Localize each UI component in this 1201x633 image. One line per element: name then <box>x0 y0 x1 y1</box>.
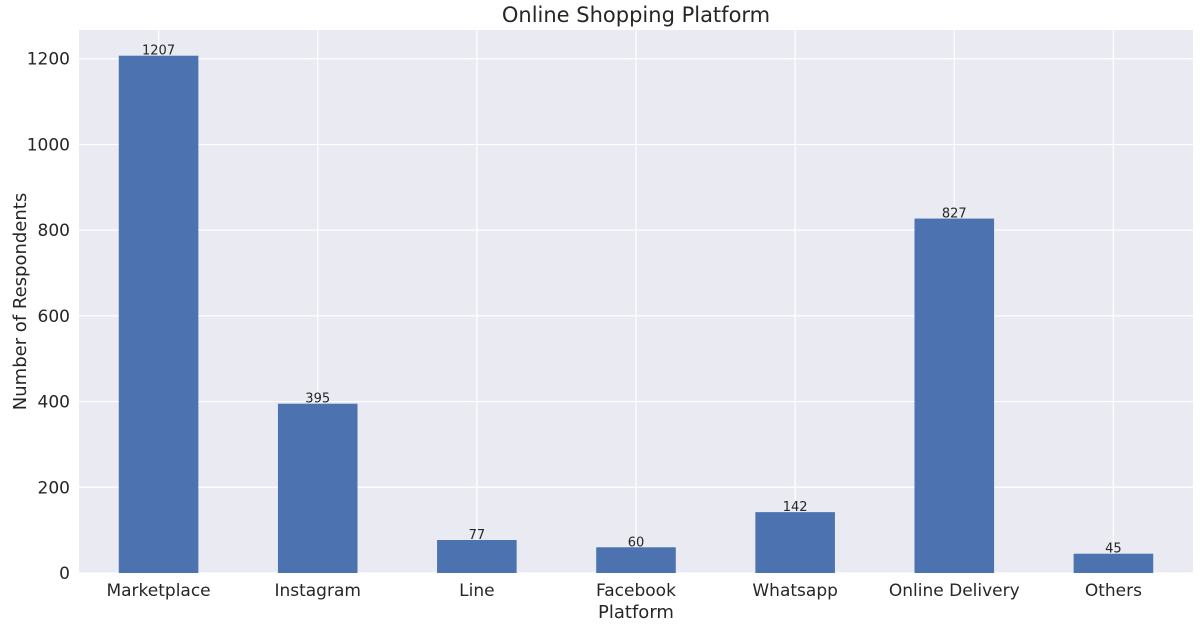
bars <box>118 55 1154 574</box>
y-axis-ticks: 0 200 400 600 800 1000 1200 <box>27 50 70 584</box>
bar <box>437 540 517 573</box>
bar <box>277 403 358 573</box>
y-tick-label: 400 <box>38 393 70 413</box>
x-axis-ticks: Marketplace Instagram Line Facebook Whatsapp… <box>106 581 1142 601</box>
data-label: 60 <box>628 535 645 550</box>
bar <box>755 512 835 573</box>
y-tick-label: 800 <box>38 221 70 241</box>
data-labels: 1207 395 77 60 142 827 45 <box>142 44 1122 557</box>
bar <box>596 547 676 573</box>
data-label: 77 <box>469 528 486 543</box>
y-tick-label: 200 <box>38 478 70 498</box>
data-label: 395 <box>305 392 330 407</box>
y-tick-label: 1200 <box>27 50 70 70</box>
y-tick-label: 0 <box>59 564 70 584</box>
x-tick-label: Line <box>459 581 494 601</box>
y-axis-label: Number of Respondents <box>10 193 31 410</box>
x-tick-label: Online Delivery <box>889 581 1020 601</box>
y-tick-label: 1000 <box>27 135 70 155</box>
data-label: 45 <box>1105 542 1122 557</box>
data-label: 1207 <box>142 44 175 59</box>
x-tick-label: Others <box>1085 581 1142 601</box>
y-tick-label: 600 <box>38 307 70 327</box>
chart-title: Online Shopping Platform <box>502 3 770 27</box>
x-tick-label: Whatsapp <box>752 581 838 601</box>
bar <box>1073 553 1154 573</box>
x-tick-label: Marketplace <box>106 581 210 601</box>
bar <box>914 218 995 574</box>
x-tick-label: Instagram <box>274 581 361 601</box>
data-label: 827 <box>942 207 967 222</box>
data-label: 142 <box>783 500 808 515</box>
x-axis-label: Platform <box>598 602 674 623</box>
bar <box>118 55 199 573</box>
x-tick-label: Facebook <box>596 581 676 601</box>
